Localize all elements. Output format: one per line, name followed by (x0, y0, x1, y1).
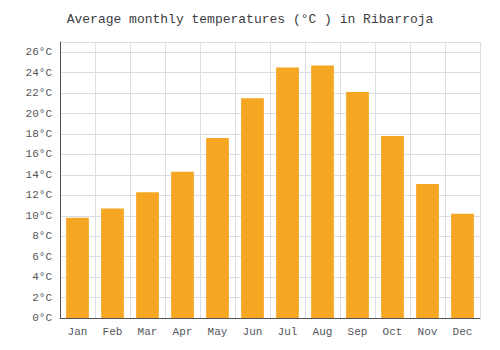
svg-text:Feb: Feb (103, 326, 123, 338)
svg-text:20°C: 20°C (26, 108, 53, 120)
svg-text:24°C: 24°C (26, 67, 53, 79)
svg-text:Apr: Apr (173, 326, 193, 338)
svg-text:Jan: Jan (68, 326, 88, 338)
svg-text:Aug: Aug (313, 326, 333, 338)
svg-text:14°C: 14°C (26, 169, 53, 181)
svg-text:10°C: 10°C (26, 210, 53, 222)
svg-text:22°C: 22°C (26, 87, 53, 99)
svg-text:Average monthly temperatures (: Average monthly temperatures (°C ) in Ri… (67, 12, 434, 27)
svg-text:Jun: Jun (243, 326, 263, 338)
svg-text:2°C: 2°C (32, 292, 52, 304)
svg-text:Oct: Oct (383, 326, 403, 338)
svg-text:Nov: Nov (418, 326, 438, 338)
svg-text:May: May (208, 326, 228, 338)
svg-text:12°C: 12°C (26, 189, 53, 201)
svg-text:Mar: Mar (138, 326, 158, 338)
svg-text:16°C: 16°C (26, 148, 53, 160)
svg-text:6°C: 6°C (32, 251, 52, 263)
svg-text:Dec: Dec (453, 326, 473, 338)
svg-text:4°C: 4°C (32, 271, 52, 283)
svg-text:8°C: 8°C (32, 230, 52, 242)
svg-text:Sep: Sep (348, 326, 368, 338)
svg-text:18°C: 18°C (26, 128, 53, 140)
svg-text:Jul: Jul (278, 326, 298, 338)
svg-text:26°C: 26°C (26, 46, 53, 58)
svg-text:0°C: 0°C (32, 312, 52, 324)
